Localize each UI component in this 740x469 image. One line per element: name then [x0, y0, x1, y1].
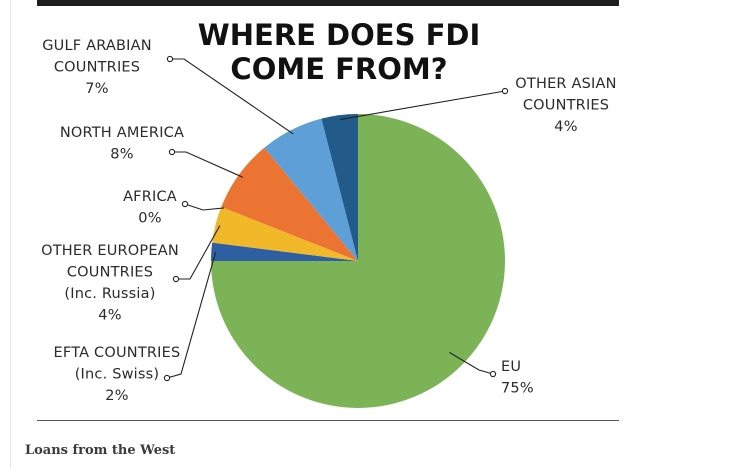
- chart-title-line-2: COME FROM?: [230, 52, 447, 86]
- page-left-border: [10, 0, 11, 469]
- pie-slice-north-america: [221, 147, 358, 261]
- leader-dot-other-asian-countries: [501, 87, 509, 95]
- pie-slice-other-european-countries-inc-russia: [212, 206, 358, 261]
- leader-line-efta-countries-inc-swiss: [166, 251, 217, 379]
- leader-line-gulf-arabian-countries: [170, 58, 294, 135]
- leader-line-africa: [184, 203, 225, 211]
- leader-lines: [163, 55, 509, 382]
- infographic-top-bar: [37, 0, 619, 6]
- leader-line-north-america: [172, 151, 243, 178]
- leader-dot-eu: [489, 370, 497, 378]
- slice-label-north-america: NORTH AMERICA 8%: [60, 125, 184, 163]
- pie-slice-other-asian-countries: [321, 114, 358, 261]
- slice-label-other-asian-countries: OTHER ASIAN COUNTRIES 4%: [515, 76, 616, 135]
- slice-label-eu: EU 75%: [501, 359, 534, 397]
- slice-label-gulf-arabian-countries: GULF ARABIAN COUNTRIES 7%: [42, 38, 152, 97]
- slice-label-efta-countries-inc-swiss: EFTA COUNTRIES (Inc. Swiss) 2%: [54, 345, 181, 404]
- pie-slice-gulf-arabian-countries: [264, 118, 358, 261]
- slice-label-africa: AFRICA 0%: [123, 189, 177, 227]
- leader-dot-africa: [181, 200, 189, 208]
- infographic-bottom-rule: [37, 420, 619, 421]
- slice-label-other-european-countries-inc-russia: OTHER EUROPEAN COUNTRIES (Inc. Russia) 4%: [41, 243, 179, 324]
- leader-dot-efta-countries-inc-swiss: [163, 374, 171, 382]
- figure-caption: Loans from the West: [25, 443, 176, 458]
- chart-title-line-1: WHERE DOES FDI: [198, 18, 481, 52]
- leader-dot-other-european-countries-inc-russia: [172, 275, 180, 283]
- leader-line-other-asian-countries: [340, 90, 506, 121]
- leader-line-eu: [449, 351, 494, 375]
- leader-dot-north-america: [168, 148, 176, 156]
- leader-dot-gulf-arabian-countries: [166, 55, 174, 63]
- leader-line-other-european-countries-inc-russia: [176, 225, 221, 280]
- slice-labels: EU 75% EFTA COUNTRIES (Inc. Swiss) 2% OTHER E…: [41, 38, 616, 404]
- pie-slice-efta-countries-inc-swiss: [211, 242, 358, 261]
- pie-slices: [211, 114, 505, 408]
